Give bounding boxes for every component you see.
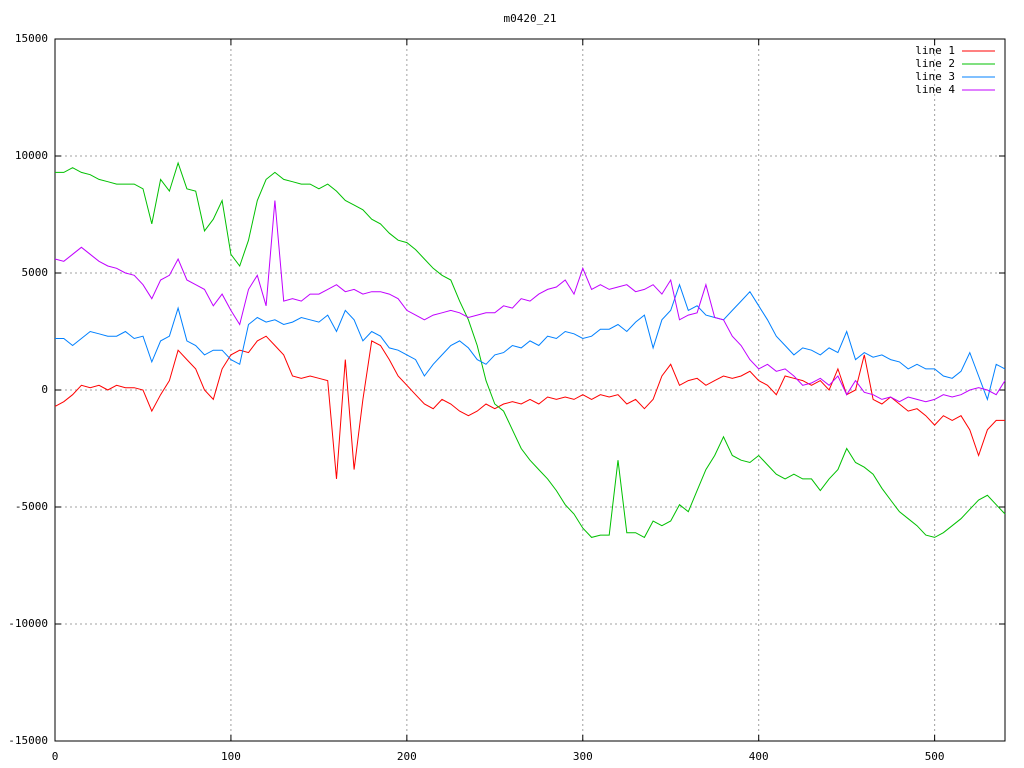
- plot-border: [54, 38, 1006, 742]
- legend-label: line 2: [915, 57, 955, 70]
- y-tick-label: 10000: [15, 149, 48, 162]
- x-tick-label: 500: [925, 750, 945, 763]
- y-tick-label: -10000: [8, 617, 48, 630]
- data-line: [55, 283, 1006, 402]
- data-line: [54, 200, 1006, 403]
- x-tick-label: 200: [397, 750, 417, 763]
- y-tick-label: 0: [41, 383, 48, 396]
- legend-label: line 3: [915, 70, 955, 83]
- legend-label: line 1: [915, 44, 955, 57]
- data-line: [55, 161, 1006, 539]
- y-tick-label: 5000: [22, 266, 49, 279]
- chart-title: m0420_21: [504, 12, 557, 25]
- x-tick-label: 100: [221, 750, 241, 763]
- legend-label: line 4: [915, 83, 955, 96]
- y-tick-label: -15000: [8, 734, 48, 747]
- y-tick-label: -5000: [15, 500, 48, 513]
- x-tick-label: 0: [52, 750, 59, 763]
- x-tick-label: 400: [749, 750, 769, 763]
- y-tick-label: 15000: [15, 32, 48, 45]
- x-tick-label: 300: [573, 750, 593, 763]
